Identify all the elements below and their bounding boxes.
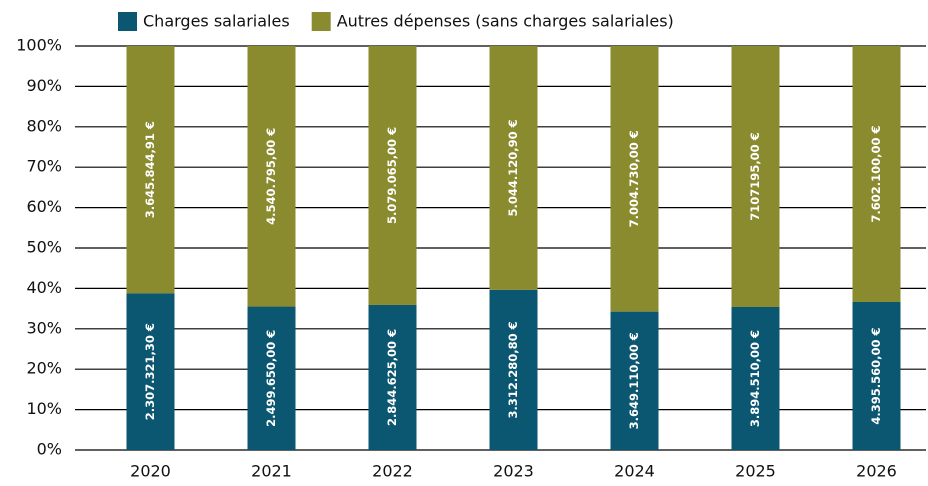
bar-segment	[247, 46, 296, 307]
bar-segment	[489, 289, 538, 450]
data-label: 3.894.510,00 €	[748, 330, 762, 427]
data-label: 4.395.560,00 €	[869, 327, 883, 424]
y-tick-label: 50%	[26, 238, 62, 257]
bar-segment	[852, 46, 901, 302]
bar-segment	[610, 46, 659, 312]
bar-segment	[368, 46, 417, 305]
legend-label: Autres dépenses (sans charges salariales…	[337, 12, 674, 31]
bar-segment	[126, 293, 175, 450]
x-tick-label: 2024	[614, 462, 655, 481]
bar-segment	[731, 306, 780, 450]
data-label: 7.602.100,00 €	[869, 125, 883, 222]
y-tick-label: 90%	[26, 76, 62, 95]
y-tick-label: 80%	[26, 116, 62, 135]
legend-swatch	[311, 12, 331, 31]
x-tick-label: 2021	[251, 462, 292, 481]
y-tick-label: 60%	[26, 197, 62, 216]
x-tick-label: 2026	[856, 462, 897, 481]
data-label: 3.649.110,00 €	[627, 332, 641, 429]
y-tick-label: 30%	[26, 318, 62, 337]
bar-segment	[368, 304, 417, 450]
bar-segment	[126, 46, 175, 294]
data-label: 7107195,00 €	[748, 132, 762, 220]
x-tick-label: 2025	[735, 462, 776, 481]
legend-label: Charges salariales	[143, 12, 290, 31]
x-tick-label: 2020	[130, 462, 171, 481]
y-tick-label: 20%	[26, 359, 62, 378]
bar-segment	[489, 46, 538, 290]
data-label: 5.079.065,00 €	[385, 127, 399, 224]
y-tick-label: 70%	[26, 157, 62, 176]
data-label: 2.307.321,30 €	[143, 323, 157, 420]
bar-segment	[247, 306, 296, 450]
data-label: 2.499.650,00 €	[264, 330, 278, 427]
data-label: 5.044.120,90 €	[506, 119, 520, 216]
data-label: 4.540.795,00 €	[264, 128, 278, 225]
data-label: 2.844.625,00 €	[385, 329, 399, 426]
bar-segment	[610, 311, 659, 450]
data-label: 7.004.730,00 €	[627, 130, 641, 227]
data-label: 3.312.280,80 €	[506, 321, 520, 418]
y-tick-label: 100%	[16, 36, 62, 55]
x-tick-label: 2022	[372, 462, 413, 481]
y-tick-label: 10%	[26, 399, 62, 418]
data-label: 3.645.844,91 €	[143, 121, 157, 218]
y-tick-label: 0%	[37, 440, 62, 459]
legend-swatch	[118, 12, 137, 31]
y-tick-label: 40%	[26, 278, 62, 297]
bar-segment	[852, 301, 901, 450]
bar-segment	[731, 46, 780, 307]
x-tick-label: 2023	[493, 462, 534, 481]
